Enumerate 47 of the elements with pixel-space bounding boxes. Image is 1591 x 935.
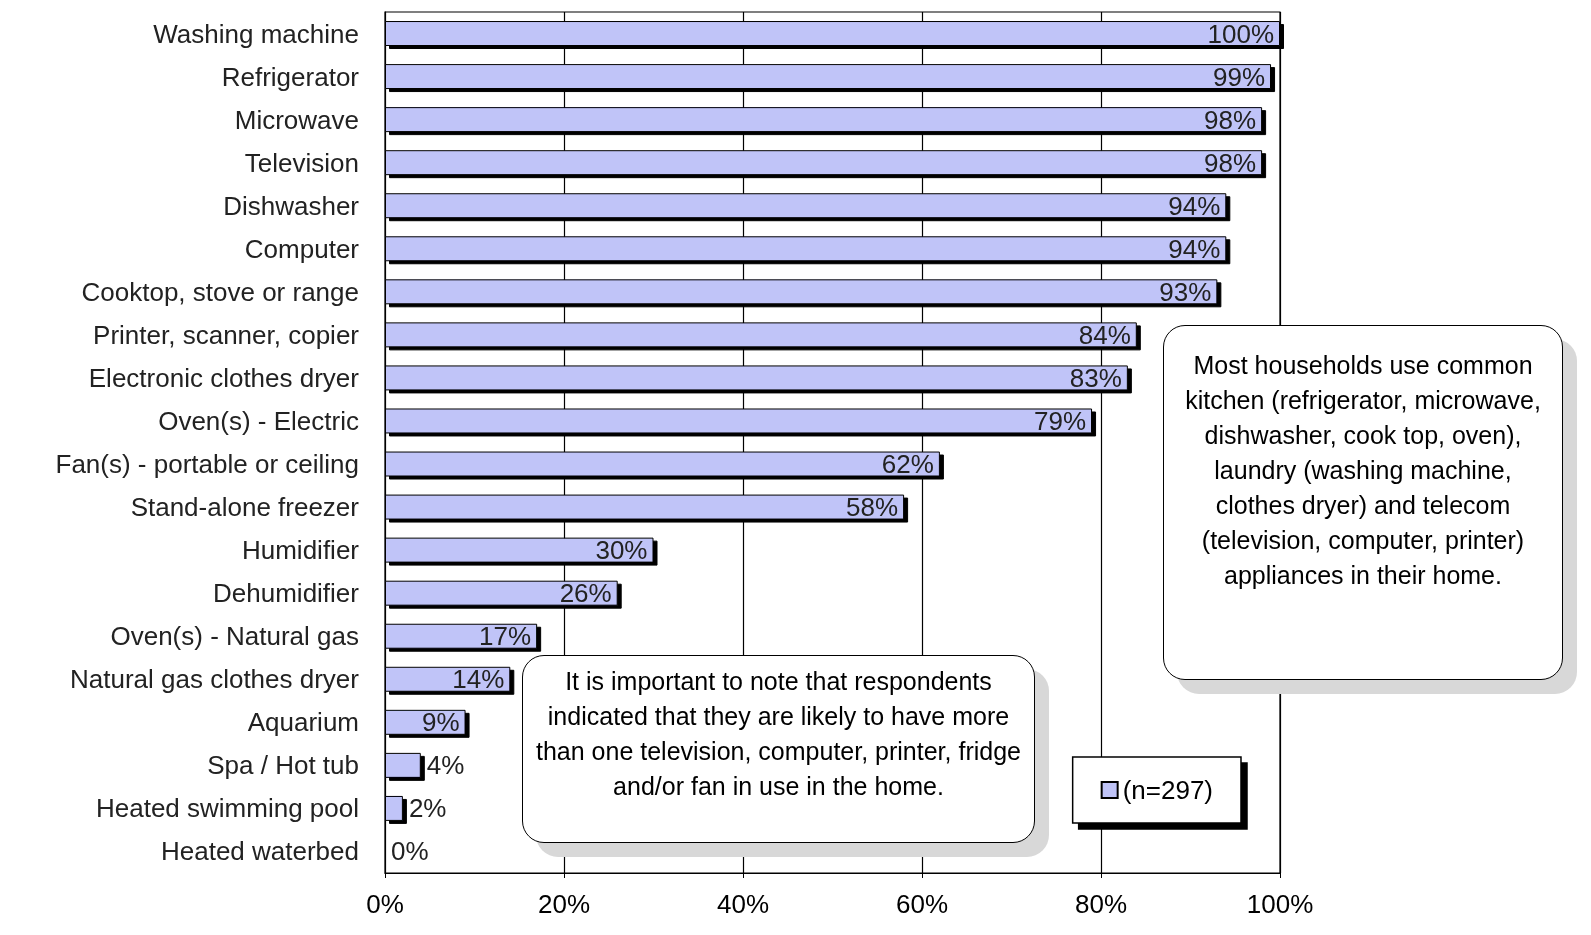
- x-tick-label: 40%: [716, 889, 770, 919]
- data-label: 30%: [595, 535, 648, 566]
- x-tick-label: 20%: [537, 889, 591, 919]
- y-tick-label: Stand-alone freezer: [130, 492, 360, 523]
- data-label: 9%: [421, 707, 460, 738]
- data-label: 58%: [846, 492, 899, 523]
- y-tick-label: Television: [244, 147, 359, 178]
- data-label: 4%: [426, 750, 465, 781]
- y-tick-label: Fan(s) - portable or ceiling: [55, 449, 359, 480]
- y-tick-label: Printer, scanner, copier: [93, 319, 360, 350]
- legend-label: (n=297): [1122, 775, 1213, 805]
- data-label: 98%: [1204, 104, 1257, 135]
- y-tick-label: Refrigerator: [221, 61, 360, 92]
- data-label: 94%: [1168, 233, 1221, 264]
- y-tick-label: Humidifier: [241, 535, 360, 566]
- y-tick-label: Electronic clothes dryer: [88, 362, 360, 393]
- data-label: 17%: [479, 621, 532, 652]
- data-label: 62%: [881, 449, 934, 480]
- data-label: 100%: [1207, 18, 1274, 49]
- data-label: 14%: [452, 664, 505, 695]
- data-label: 98%: [1204, 147, 1257, 178]
- y-tick-label: Dehumidifier: [213, 578, 360, 609]
- x-tick-label: 60%: [895, 889, 949, 919]
- y-tick-label: Computer: [244, 233, 360, 264]
- y-tick-label: Heated waterbed: [160, 836, 359, 867]
- y-tick-label: Natural gas clothes dryer: [69, 664, 360, 695]
- y-tick-label: Oven(s) - Natural gas: [110, 621, 359, 652]
- y-tick-label: Washing machine: [153, 18, 359, 49]
- y-tick-label: Heated swimming pool: [95, 793, 359, 824]
- data-label: 83%: [1069, 362, 1122, 393]
- y-tick-label: Dishwasher: [223, 190, 360, 221]
- data-label: 99%: [1213, 61, 1266, 92]
- x-tick-label: 0%: [366, 889, 404, 919]
- data-label: 0%: [391, 836, 429, 867]
- data-label: 2%: [408, 793, 447, 824]
- y-tick-label: Aquarium: [247, 707, 359, 738]
- data-label: 84%: [1078, 319, 1131, 350]
- x-tick-label: 100%: [1246, 889, 1314, 919]
- data-label: 93%: [1159, 276, 1212, 307]
- data-label: 94%: [1168, 190, 1221, 221]
- x-tick-label: 80%: [1074, 889, 1128, 919]
- y-tick-label: Oven(s) - Electric: [158, 405, 359, 436]
- data-label: 26%: [559, 578, 612, 609]
- y-tick-label: Microwave: [234, 104, 359, 135]
- y-tick-label: Cooktop, stove or range: [81, 276, 359, 307]
- data-label: 79%: [1034, 405, 1087, 436]
- y-tick-label: Spa / Hot tub: [207, 750, 359, 781]
